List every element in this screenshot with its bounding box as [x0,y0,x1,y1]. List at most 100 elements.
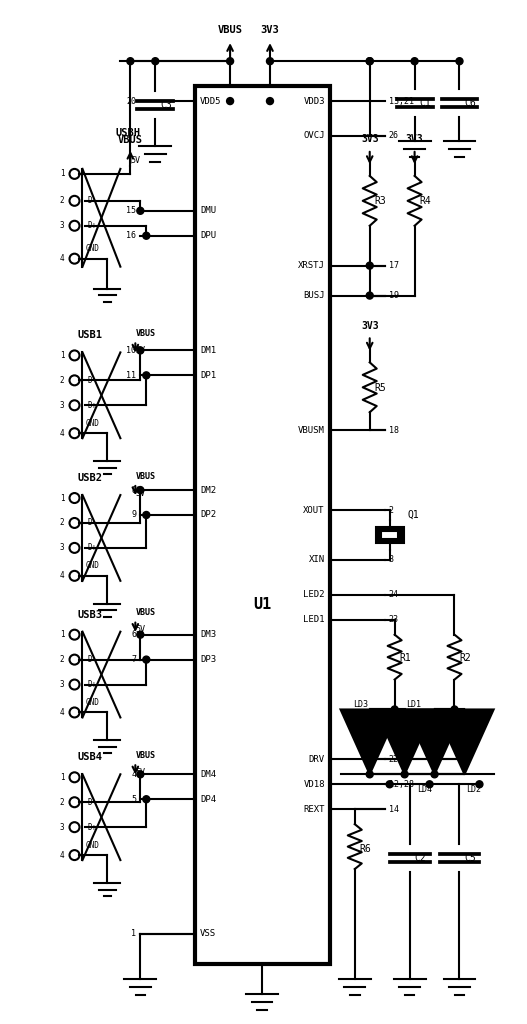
Circle shape [137,207,144,214]
Text: 26: 26 [389,131,398,140]
Circle shape [476,780,483,787]
Text: D-: D- [87,197,97,206]
Text: REXT: REXT [304,805,325,814]
Text: 5V: 5V [135,768,145,777]
Text: C1: C1 [419,98,431,109]
Text: 2: 2 [60,655,64,665]
Text: XRSTJ: XRSTJ [298,261,325,270]
Text: C6: C6 [464,98,476,109]
Text: C3: C3 [160,100,172,110]
Text: R2: R2 [460,652,471,663]
Text: DP1: DP1 [200,371,216,380]
Text: LD4: LD4 [417,784,433,794]
Circle shape [137,631,144,638]
Text: 8: 8 [131,485,136,495]
Text: 5V: 5V [135,626,145,634]
Text: LED2: LED2 [304,590,325,599]
Text: C2: C2 [415,853,426,863]
Text: 5: 5 [131,795,136,804]
Text: OVCJ: OVCJ [304,131,325,140]
Circle shape [127,57,134,65]
Text: USB3: USB3 [77,609,102,620]
Text: 17: 17 [389,261,398,270]
Circle shape [267,97,274,104]
Text: GND: GND [85,698,100,707]
Text: GND: GND [85,841,100,850]
Text: VBUS: VBUS [218,26,242,36]
Text: 6: 6 [131,630,136,639]
Text: D+: D+ [87,680,97,689]
Text: 4: 4 [60,571,64,581]
Text: USB4: USB4 [77,753,102,762]
Text: DM3: DM3 [200,630,216,639]
Text: Q1: Q1 [407,510,419,520]
Text: 3: 3 [389,555,394,564]
Circle shape [386,780,393,787]
Text: 3V3: 3V3 [261,26,279,36]
Text: 7: 7 [131,655,136,665]
Text: XOUT: XOUT [304,506,325,514]
Text: 5V: 5V [130,157,140,166]
Circle shape [426,780,433,787]
Text: 2: 2 [60,376,64,385]
Text: 5V: 5V [135,346,145,355]
Text: LD2: LD2 [466,784,482,794]
Text: DP4: DP4 [200,795,216,804]
Text: DP3: DP3 [200,655,216,665]
Text: 13,21: 13,21 [389,96,414,105]
Circle shape [267,57,274,65]
Text: 22: 22 [389,755,398,764]
Text: 23: 23 [389,615,398,625]
Text: 1: 1 [60,351,64,359]
Text: VSS: VSS [200,930,216,938]
Text: R3: R3 [375,196,386,206]
Polygon shape [375,710,434,774]
Text: D-: D- [87,798,97,807]
Circle shape [227,97,233,104]
Circle shape [152,57,159,65]
Text: C5: C5 [464,853,476,863]
Bar [376,527,404,543]
Circle shape [366,57,373,65]
Text: 4: 4 [131,770,136,779]
Text: BUSJ: BUSJ [304,291,325,300]
Text: GND: GND [85,419,100,428]
Text: R5: R5 [375,383,386,393]
Text: USBH: USBH [115,128,140,138]
Text: VD18: VD18 [304,780,325,788]
Text: USB2: USB2 [77,473,102,483]
Circle shape [143,372,150,379]
Circle shape [456,57,463,65]
Circle shape [137,771,144,778]
Text: USB1: USB1 [77,331,102,340]
Text: 24: 24 [389,590,398,599]
Text: 2: 2 [60,197,64,206]
Text: 3: 3 [60,544,64,552]
Polygon shape [405,710,464,774]
Text: VBUS: VBUS [118,134,143,144]
Text: 2: 2 [60,518,64,527]
Text: 1: 1 [60,630,64,639]
Circle shape [366,292,373,299]
Circle shape [461,756,468,763]
Circle shape [366,57,373,65]
Bar [195,86,330,964]
Text: VDD3: VDD3 [304,96,325,105]
Text: 9: 9 [131,511,136,519]
Text: 5V: 5V [135,488,145,498]
Text: GND: GND [85,244,100,253]
Text: 3: 3 [60,680,64,689]
Circle shape [143,656,150,664]
Text: 12,28: 12,28 [389,780,414,788]
Text: VBUS: VBUS [135,329,155,338]
Circle shape [143,512,150,518]
Text: DPU: DPU [200,231,216,241]
Text: D-: D- [87,376,97,385]
Text: 1: 1 [131,930,136,938]
Polygon shape [340,710,399,774]
Text: 4: 4 [60,254,64,263]
Text: R1: R1 [399,652,412,663]
Text: LD3: LD3 [353,700,368,709]
Text: 4: 4 [60,708,64,717]
Circle shape [137,347,144,354]
